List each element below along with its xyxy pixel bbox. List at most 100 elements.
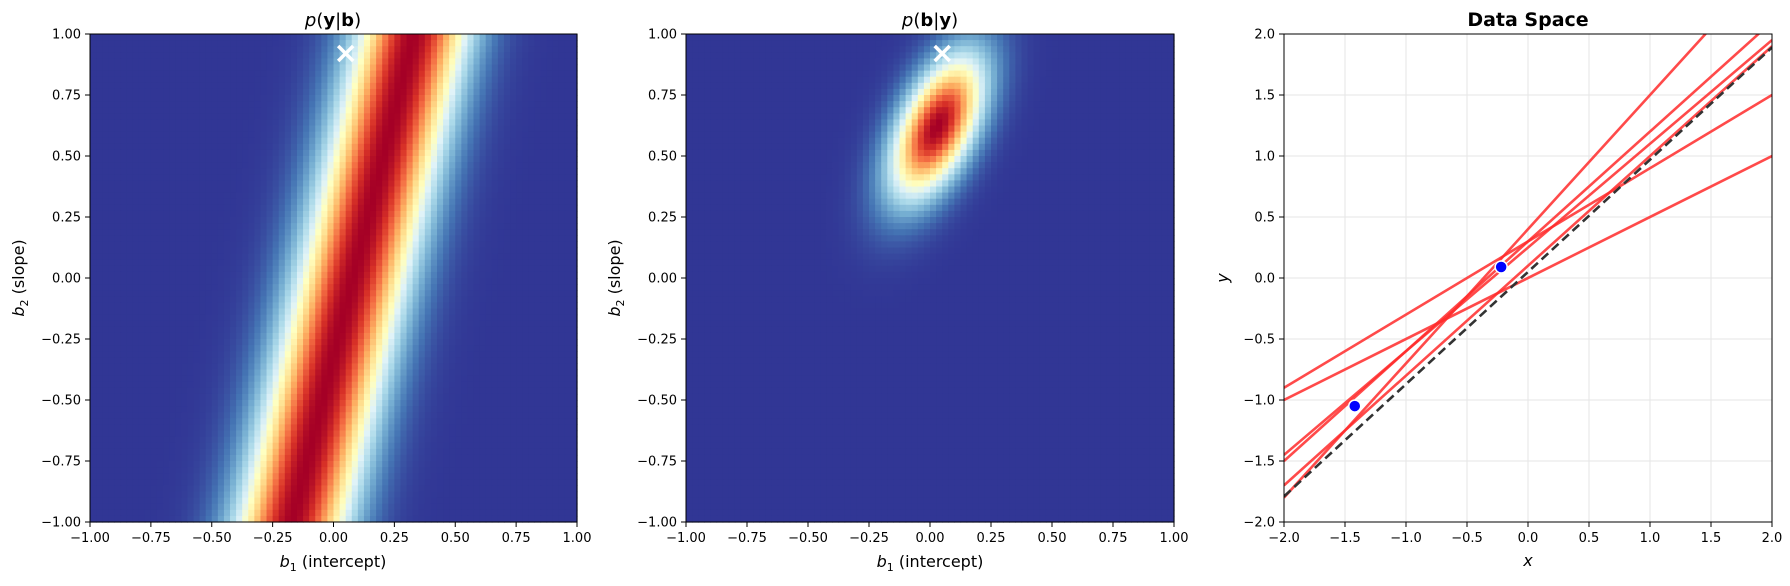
heatmap-cell xyxy=(455,223,462,230)
heatmap-cell xyxy=(400,186,408,194)
heatmap-cell xyxy=(467,149,475,157)
heatmap-cell xyxy=(522,278,529,285)
heatmap-cell xyxy=(163,131,170,139)
heatmap-cell xyxy=(211,101,219,108)
heatmap-cell xyxy=(187,332,195,340)
heatmap-cell xyxy=(479,64,487,72)
heatmap-cell xyxy=(144,119,152,127)
heatmap-cell xyxy=(254,107,262,114)
heatmap-cell xyxy=(491,247,499,255)
heatmap-cell xyxy=(296,143,304,151)
heatmap-cell xyxy=(333,314,341,322)
heatmap-cell xyxy=(303,156,310,163)
heatmap-cell xyxy=(223,381,231,389)
heatmap-cell xyxy=(497,308,505,316)
heatmap-cell xyxy=(230,156,237,163)
heatmap-cell xyxy=(570,217,578,224)
heatmap-cell xyxy=(187,247,195,255)
heatmap-cell xyxy=(534,387,542,395)
heatmap-cell xyxy=(424,107,432,114)
heatmap-cell xyxy=(169,156,176,163)
heatmap-cell xyxy=(254,76,262,84)
heatmap-cell xyxy=(461,76,469,84)
heatmap-cell xyxy=(181,180,188,188)
heatmap-cell xyxy=(327,46,335,53)
heatmap-cell xyxy=(394,326,402,334)
heatmap-cell xyxy=(242,308,249,316)
heatmap-cell xyxy=(473,332,481,340)
heatmap-cell xyxy=(333,259,341,267)
heatmap-cell xyxy=(382,363,389,371)
heatmap-cell xyxy=(570,204,578,212)
heatmap-cell xyxy=(333,52,341,59)
heatmap-cell xyxy=(363,64,371,72)
heatmap-cell xyxy=(211,278,219,285)
heatmap-cell xyxy=(150,320,158,328)
heatmap-cell xyxy=(114,241,122,249)
heatmap-cell xyxy=(363,143,371,151)
heatmap-cell xyxy=(382,34,389,41)
heatmap-cell xyxy=(230,271,237,279)
heatmap-cell xyxy=(370,156,377,163)
heatmap-cell xyxy=(412,180,420,188)
heatmap-cell xyxy=(564,34,572,41)
heatmap-cell xyxy=(351,302,359,310)
heatmap-cell xyxy=(333,229,341,236)
heatmap-cell xyxy=(211,381,219,389)
heatmap-cell xyxy=(217,406,225,413)
heatmap-cell xyxy=(357,381,365,389)
heatmap-cell xyxy=(266,52,274,59)
heatmap-cell xyxy=(461,180,469,188)
heatmap-cell xyxy=(412,58,420,66)
heatmap-cell xyxy=(248,381,255,389)
heatmap-cell xyxy=(120,64,128,72)
heatmap-cell xyxy=(534,296,542,303)
heatmap-cell xyxy=(163,284,170,291)
heatmap-cell xyxy=(266,406,274,413)
heatmap-cell xyxy=(534,113,542,120)
heatmap-cell xyxy=(223,223,231,230)
heatmap-cell xyxy=(333,223,341,230)
heatmap-cell xyxy=(534,320,542,328)
heatmap-cell xyxy=(564,192,572,200)
heatmap-cell xyxy=(284,241,292,249)
heatmap-cell xyxy=(467,363,475,371)
heatmap-cell xyxy=(303,217,310,224)
heatmap-cell xyxy=(138,387,146,395)
heatmap-cell xyxy=(333,217,341,224)
heatmap-cell xyxy=(296,76,304,84)
heatmap-cell xyxy=(217,34,225,41)
heatmap-cell xyxy=(479,82,487,90)
heatmap-cell xyxy=(382,393,389,401)
heatmap-cell xyxy=(126,113,134,120)
heatmap-cell xyxy=(522,290,529,297)
heatmap-cell xyxy=(339,40,347,47)
heatmap-cell xyxy=(382,186,389,194)
heatmap-cell xyxy=(284,101,292,108)
heatmap-cell xyxy=(479,198,487,206)
heatmap-cell xyxy=(217,143,225,151)
heatmap-cell xyxy=(388,76,395,84)
heatmap-cell xyxy=(266,180,274,188)
heatmap-cell xyxy=(357,290,365,297)
heatmap-cell xyxy=(339,296,347,303)
heatmap-cell xyxy=(339,406,347,413)
heatmap-cell xyxy=(181,119,188,127)
heatmap-cell xyxy=(443,210,450,218)
heatmap-cell xyxy=(473,82,481,90)
heatmap-cell xyxy=(436,149,444,157)
heatmap-cell xyxy=(363,259,371,267)
heatmap-cell xyxy=(163,162,170,169)
heatmap-cell xyxy=(534,88,542,96)
heatmap-cell xyxy=(248,235,255,242)
heatmap-cell xyxy=(132,204,140,212)
heatmap-cell xyxy=(187,113,195,120)
heatmap-cell xyxy=(102,229,109,236)
heatmap-cell xyxy=(497,70,505,78)
heatmap-cell xyxy=(254,351,262,358)
heatmap-cell xyxy=(236,271,243,279)
heatmap-cell xyxy=(138,253,146,261)
heatmap-cell xyxy=(260,278,268,285)
heatmap-cell xyxy=(278,320,286,328)
heatmap-cell xyxy=(102,284,109,291)
